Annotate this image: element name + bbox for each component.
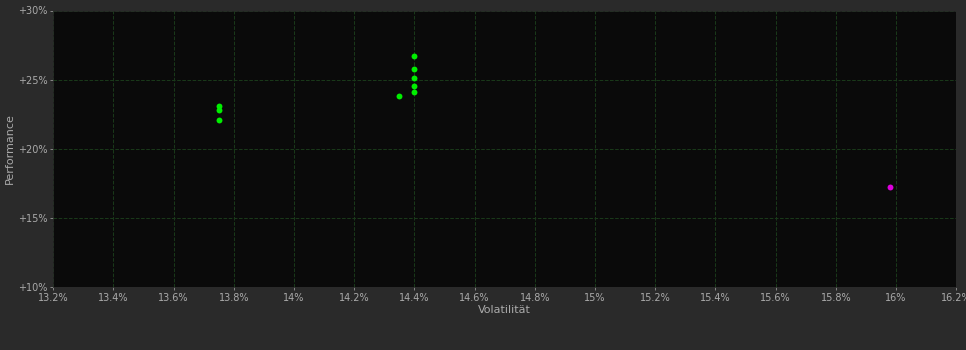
Point bbox=[407, 83, 422, 89]
Point bbox=[407, 66, 422, 71]
Y-axis label: Performance: Performance bbox=[5, 113, 15, 184]
Point bbox=[211, 117, 226, 122]
Point bbox=[407, 76, 422, 81]
Point bbox=[211, 107, 226, 113]
X-axis label: Volatilität: Volatilität bbox=[478, 305, 531, 315]
Point bbox=[391, 93, 407, 99]
Point bbox=[211, 103, 226, 109]
Point bbox=[407, 53, 422, 59]
Point bbox=[882, 185, 897, 190]
Point bbox=[407, 89, 422, 95]
